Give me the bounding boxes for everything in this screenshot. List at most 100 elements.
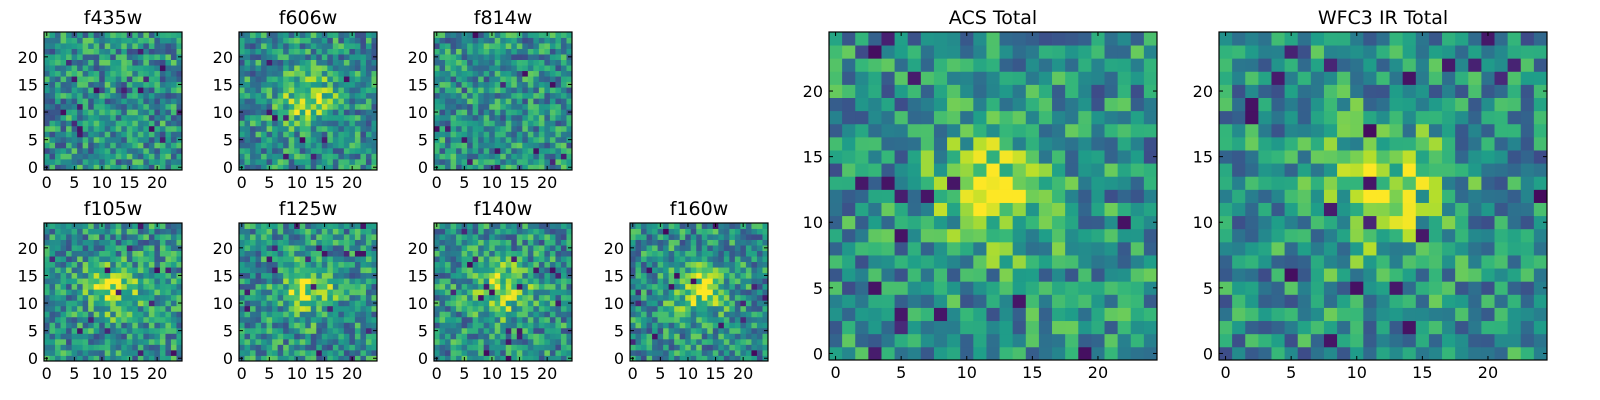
heatmap-cell — [366, 229, 372, 235]
heatmap-cell — [500, 289, 506, 295]
heatmap-cell — [550, 234, 556, 240]
heatmap-cell — [338, 148, 344, 154]
heatmap-cell — [669, 328, 675, 334]
heatmap-cell — [66, 333, 72, 339]
heatmap-cell — [652, 300, 658, 306]
heatmap-cell — [250, 148, 256, 154]
heatmap-cell — [99, 344, 105, 350]
heatmap-cell — [305, 245, 311, 251]
heatmap-cell — [300, 54, 306, 60]
heatmap-cell — [267, 126, 273, 132]
heatmap-cell — [261, 245, 267, 251]
heatmap-cell — [94, 273, 100, 279]
heatmap-cell — [294, 65, 300, 71]
heatmap-cell — [116, 137, 122, 143]
heatmap-cell — [355, 159, 361, 165]
heatmap-cell — [489, 333, 495, 339]
heatmap-cell — [544, 49, 550, 55]
heatmap-cell — [127, 159, 133, 165]
heatmap-cell — [289, 137, 295, 143]
heatmap-cell — [261, 322, 267, 328]
heatmap-cell — [724, 251, 730, 257]
heatmap-cell — [544, 148, 550, 154]
heatmap-cell — [165, 300, 171, 306]
heatmap-cell — [121, 104, 127, 110]
heatmap-cell — [61, 322, 67, 328]
heatmap-cell — [434, 333, 440, 339]
heatmap-cell — [473, 43, 479, 49]
heatmap-cell — [434, 104, 440, 110]
heatmap-cell — [289, 65, 295, 71]
heatmap-cell — [473, 333, 479, 339]
heatmap-cell — [116, 328, 122, 334]
panel-1: f435w0 5 10 15 2005101520 — [18, 7, 183, 192]
heatmap-cell — [366, 137, 372, 143]
heatmap-cell — [1065, 281, 1079, 295]
heatmap-cell — [77, 54, 83, 60]
heatmap-cell — [278, 109, 284, 115]
heatmap-cell — [1026, 334, 1040, 348]
x-tick-label: 5 — [264, 364, 274, 383]
heatmap-cell — [294, 240, 300, 246]
heatmap-cell — [66, 256, 72, 262]
heatmap-cell — [561, 223, 567, 229]
heatmap-cell — [322, 344, 328, 350]
heatmap-cell — [696, 306, 702, 312]
heatmap-cell — [489, 87, 495, 93]
heatmap-cell — [171, 350, 177, 356]
heatmap-cell — [658, 245, 664, 251]
heatmap-cell — [506, 333, 512, 339]
heatmap-cell — [143, 295, 149, 301]
heatmap-cell — [1118, 242, 1132, 256]
heatmap-cell — [947, 176, 961, 190]
heatmap-cell — [121, 267, 127, 273]
heatmap-cell — [517, 234, 523, 240]
heatmap-cell — [289, 87, 295, 93]
heatmap-cell — [289, 54, 295, 60]
heatmap-cell — [724, 333, 730, 339]
heatmap-cell — [522, 49, 528, 55]
heatmap-cell — [245, 278, 251, 284]
heatmap-cell — [154, 262, 160, 268]
heatmap-cell — [316, 49, 322, 55]
heatmap-cell — [99, 153, 105, 159]
heatmap-cell — [434, 240, 440, 246]
heatmap-cell — [278, 104, 284, 110]
heatmap-cell — [132, 60, 138, 66]
heatmap-cell — [272, 245, 278, 251]
heatmap-cell — [868, 163, 882, 177]
heatmap-cell — [434, 131, 440, 137]
heatmap-cell — [462, 131, 468, 137]
heatmap-cell — [511, 32, 517, 38]
heatmap-cell — [294, 76, 300, 82]
heatmap-cell — [658, 289, 664, 295]
heatmap-cell — [1000, 294, 1014, 308]
heatmap-cell — [674, 289, 680, 295]
heatmap-cell — [533, 322, 539, 328]
heatmap-cell — [66, 245, 72, 251]
heatmap-cell — [641, 240, 647, 246]
heatmap-cell — [702, 278, 708, 284]
heatmap-cell — [740, 350, 746, 356]
heatmap-cell — [305, 256, 311, 262]
heatmap-cell — [1131, 203, 1145, 217]
heatmap-cell — [61, 350, 67, 356]
heatmap-cell — [539, 295, 545, 301]
heatmap-cell — [305, 126, 311, 132]
heatmap-cell — [316, 148, 322, 154]
heatmap-cell — [132, 273, 138, 279]
heatmap-cell — [138, 98, 144, 104]
heatmap-cell — [533, 104, 539, 110]
heatmap-cell — [72, 262, 78, 268]
heatmap-cell — [278, 322, 284, 328]
heatmap-cell — [105, 60, 111, 66]
heatmap-cell — [544, 245, 550, 251]
heatmap-cell — [757, 289, 763, 295]
heatmap-cell — [445, 295, 451, 301]
heatmap-cell — [138, 148, 144, 154]
heatmap-cell — [718, 256, 724, 262]
heatmap-cell — [550, 284, 556, 290]
heatmap-cell — [116, 38, 122, 44]
heatmap-cell — [154, 278, 160, 284]
heatmap-cell — [154, 109, 160, 115]
